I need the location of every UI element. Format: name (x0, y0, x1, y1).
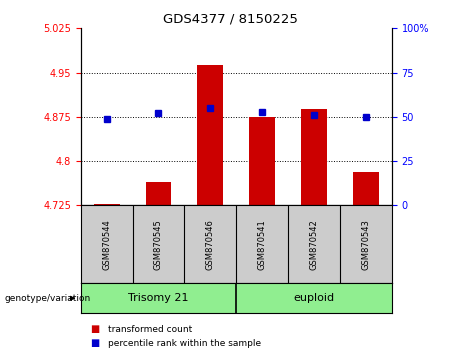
Bar (249, 117, 275, 205)
Bar (353, 172, 379, 205)
Text: transformed count: transformed count (108, 325, 193, 334)
Text: GSM870545: GSM870545 (154, 219, 163, 270)
Text: GSM870541: GSM870541 (258, 219, 267, 270)
Bar (301, 109, 327, 205)
Text: ■: ■ (90, 324, 99, 334)
Text: GSM870542: GSM870542 (309, 219, 319, 270)
Bar (146, 182, 171, 205)
Text: genotype/variation: genotype/variation (5, 294, 91, 303)
Text: GSM870544: GSM870544 (102, 219, 111, 270)
Text: euploid: euploid (294, 293, 335, 303)
Bar (197, 65, 223, 205)
Text: GSM870543: GSM870543 (361, 219, 371, 270)
Text: percentile rank within the sample: percentile rank within the sample (108, 339, 261, 348)
Text: ■: ■ (90, 338, 99, 348)
Bar (94, 204, 119, 205)
Text: Trisomy 21: Trisomy 21 (128, 293, 189, 303)
Text: GDS4377 / 8150225: GDS4377 / 8150225 (163, 12, 298, 25)
Text: GSM870546: GSM870546 (206, 219, 215, 270)
